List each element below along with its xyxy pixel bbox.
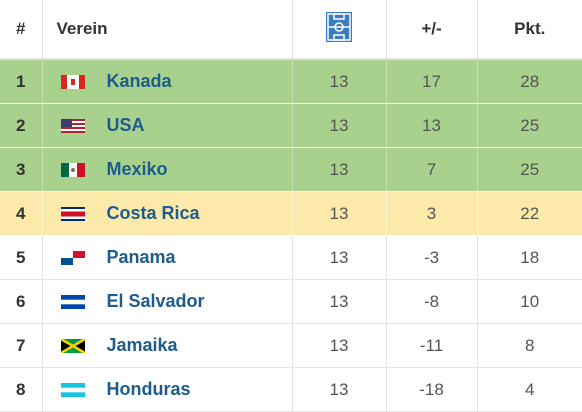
team-cell: Honduras	[41, 367, 292, 412]
table-row: 4 Costa Rica 13 3 22	[0, 191, 582, 236]
team-wrap: USA	[43, 115, 292, 136]
flag	[60, 294, 85, 309]
header-rank: #	[0, 0, 42, 60]
header-row: # Verein +/- Pkt.	[0, 0, 582, 60]
flag	[60, 162, 85, 177]
team-cell: Panama	[41, 235, 292, 280]
team-wrap: Honduras	[43, 379, 292, 400]
points: 25	[476, 147, 582, 192]
flag	[60, 206, 85, 221]
team-name[interactable]: Panama	[106, 247, 176, 267]
flag	[60, 382, 85, 397]
rank: 1	[0, 59, 42, 104]
points: 28	[476, 59, 582, 104]
team-wrap: Kanada	[43, 71, 292, 92]
matches: 13	[291, 59, 386, 104]
matches-icon	[326, 11, 352, 42]
team-cell: Mexiko	[41, 147, 292, 192]
goal-diff: 17	[385, 59, 477, 104]
points: 25	[476, 103, 582, 148]
team-cell: El Salvador	[41, 279, 292, 324]
team-cell: Jamaika	[41, 323, 292, 368]
matches: 13	[291, 279, 386, 324]
table-row: 3 Mexiko 13 7 25	[0, 147, 582, 192]
points: 4	[476, 367, 582, 412]
team-cell: Costa Rica	[41, 191, 292, 236]
rank: 6	[0, 279, 42, 324]
goal-diff: -3	[385, 235, 477, 280]
goal-diff: 3	[385, 191, 477, 236]
team-wrap: Mexiko	[43, 159, 292, 180]
table-row: 2 USA 13 13 25	[0, 103, 582, 148]
table-row: 8 Honduras 13 -18 4	[0, 367, 582, 412]
flag	[60, 250, 85, 265]
header-points: Pkt.	[476, 0, 582, 60]
rank: 4	[0, 191, 42, 236]
goal-diff: 7	[385, 147, 477, 192]
matches: 13	[291, 323, 386, 368]
table-row: 1 Kanada 13 17 28	[0, 59, 582, 104]
team-wrap: Panama	[43, 247, 292, 268]
table-row: 5 Panama 13 -3 18	[0, 235, 582, 280]
matches: 13	[291, 147, 386, 192]
flag	[60, 118, 85, 133]
points: 22	[476, 191, 582, 236]
team-cell: Kanada	[41, 59, 292, 104]
rank: 8	[0, 367, 42, 412]
flag	[60, 74, 85, 89]
matches: 13	[291, 367, 386, 412]
points: 18	[476, 235, 582, 280]
goal-diff: -8	[385, 279, 477, 324]
goal-diff: -11	[385, 323, 477, 368]
flag	[60, 338, 85, 353]
table-row: 7 Jamaika 13 -11 8	[0, 323, 582, 368]
team-wrap: Costa Rica	[43, 203, 292, 224]
team-name[interactable]: Jamaika	[106, 335, 178, 355]
team-name[interactable]: USA	[106, 115, 145, 135]
team-name[interactable]: Kanada	[106, 71, 172, 91]
header-goal-diff: +/-	[385, 0, 477, 60]
team-wrap: Jamaika	[43, 335, 292, 356]
rank: 3	[0, 147, 42, 192]
points: 10	[476, 279, 582, 324]
table-body: 1 Kanada 13 17 28 2 USA 13 13 25 3 Mexiko 13 7 25 4 Cost…	[0, 59, 582, 412]
team-name[interactable]: Mexiko	[106, 159, 168, 179]
goal-diff: 13	[385, 103, 477, 148]
team-cell: USA	[41, 103, 292, 148]
team-wrap: El Salvador	[43, 291, 292, 312]
rank: 5	[0, 235, 42, 280]
team-name[interactable]: Honduras	[106, 379, 191, 399]
goal-diff: -18	[385, 367, 477, 412]
team-name[interactable]: El Salvador	[106, 291, 205, 311]
table-row: 6 El Salvador 13 -8 10	[0, 279, 582, 324]
team-name[interactable]: Costa Rica	[106, 203, 200, 223]
matches: 13	[291, 235, 386, 280]
header-matches	[291, 0, 386, 60]
matches: 13	[291, 103, 386, 148]
matches: 13	[291, 191, 386, 236]
header-team: Verein	[41, 0, 292, 60]
points: 8	[476, 323, 582, 368]
rank: 7	[0, 323, 42, 368]
rank: 2	[0, 103, 42, 148]
